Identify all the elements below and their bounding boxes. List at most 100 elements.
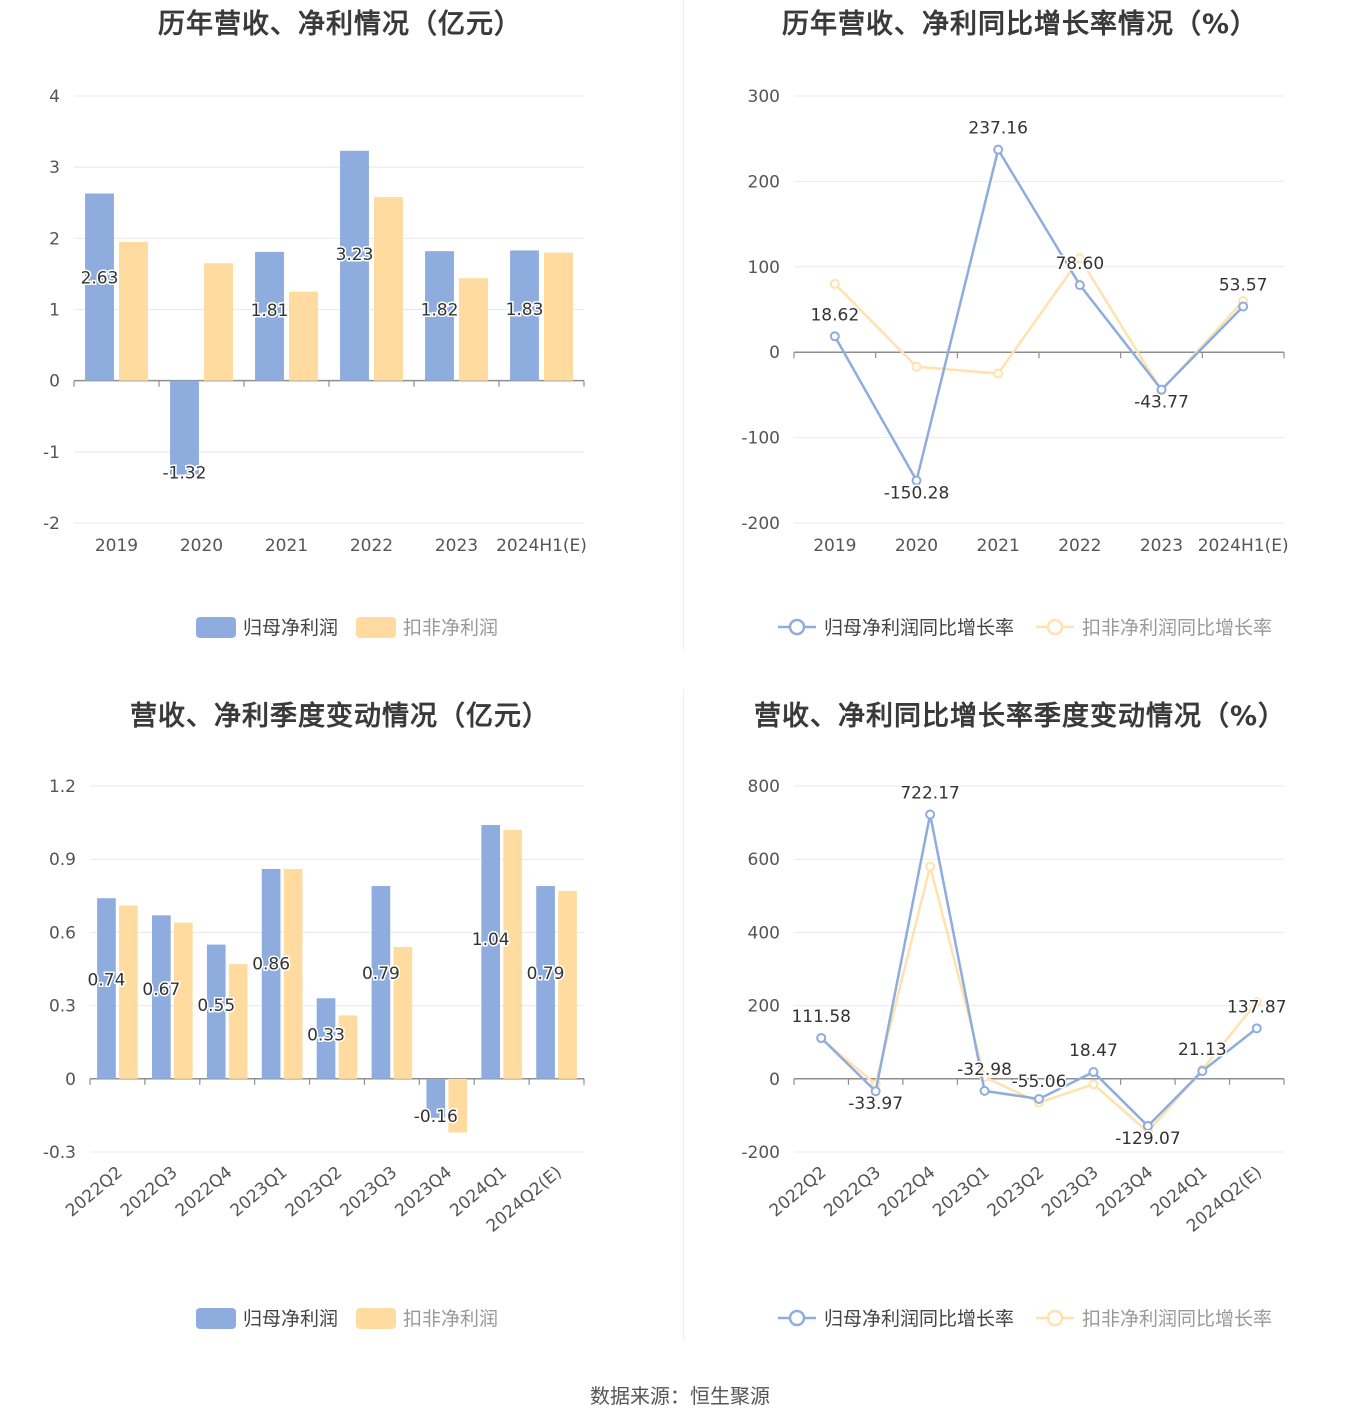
deducted-growth-point <box>1251 996 1262 1007</box>
y-tick-label: -100 <box>741 429 780 449</box>
net-growth-point <box>1034 1093 1044 1104</box>
net-growth-data-label: -32.98 <box>957 1060 1012 1080</box>
net-profit-bar <box>510 250 539 381</box>
net-profit-data-label: -0.16 <box>414 1107 458 1127</box>
net-profit-bar <box>425 251 454 381</box>
net-growth-point <box>1156 384 1167 395</box>
net-growth-data-label: -150.28 <box>884 484 950 504</box>
net-growth-point <box>829 331 840 342</box>
net-growth-point <box>1251 1023 1262 1034</box>
net-profit-bar <box>152 915 171 1079</box>
chart-title: 营收、净利同比增长率季度变动情况（%） <box>753 701 1287 732</box>
net-growth-point <box>816 1032 827 1043</box>
legend-swatch <box>196 1308 236 1329</box>
net-profit-bar <box>536 886 555 1079</box>
net-profit-bar <box>170 380 199 475</box>
net-profit-data-label: 3.23 <box>336 245 374 265</box>
net-growth-point <box>870 1086 881 1097</box>
quarterly-growth-line-chart: 8006004002000-2002022Q22022Q32022Q42023Q… <box>741 777 1288 1330</box>
net-profit-bar <box>340 150 369 381</box>
deducted-growth-line <box>820 866 1258 1134</box>
net-growth-data-label: -55.06 <box>1012 1072 1067 1092</box>
net-growth-data-label: 78.60 <box>1055 254 1104 274</box>
net-growth-data-label: 53.57 <box>1219 275 1268 295</box>
y-tick-label: 0 <box>65 1070 76 1090</box>
deducted-profit-bar <box>448 1078 468 1133</box>
deducted-profit-bar <box>503 829 522 1079</box>
y-tick-label: 0 <box>769 343 780 363</box>
legend-swatch-marker <box>1046 618 1064 636</box>
net-profit-data-label: 1.81 <box>251 301 289 321</box>
x-tick-label: 2023Q3 <box>337 1163 402 1222</box>
annual-growth-line-chart: 300 200 100 0 -100 -200 2019 2020 2021 2022 2023 20… <box>741 87 1288 639</box>
net-growth-data-label: -43.77 <box>1134 393 1189 413</box>
y-tick-label: 0.9 <box>49 850 76 870</box>
x-tick-label: 2023Q4 <box>1093 1163 1158 1222</box>
x-tick-label: 2023Q3 <box>1038 1163 1103 1222</box>
x-tick-label: 2024H1(E) <box>496 536 587 556</box>
y-tick-label: 100 <box>748 258 780 278</box>
legend-label: 扣非净利润同比增长率 <box>1082 1308 1272 1330</box>
y-tick-label: 1.2 <box>49 777 76 797</box>
net-growth-point <box>1074 280 1085 291</box>
net-growth-point <box>1142 1121 1153 1132</box>
deducted-profit-bar <box>459 278 488 381</box>
net-growth-point <box>1088 1067 1099 1078</box>
x-tick-label: 2022Q4 <box>172 1163 237 1222</box>
net-profit-data-label: 1.82 <box>421 300 459 320</box>
y-tick-label: 800 <box>748 777 780 797</box>
x-tick-label: 2020 <box>895 536 938 556</box>
x-tick-label: 2022Q3 <box>117 1163 182 1222</box>
legend-label: 扣非净利润同比增长率 <box>1082 617 1272 639</box>
y-tick-label: -2 <box>43 514 60 534</box>
net-profit-bar <box>255 251 284 381</box>
deducted-profit-bar <box>558 890 577 1079</box>
net-profit-data-label: 2.63 <box>81 269 119 289</box>
net-growth-data-label: 18.62 <box>810 305 859 325</box>
net-profit-bar <box>261 868 281 1079</box>
y-tick-label: 0.6 <box>49 923 76 943</box>
chart-title: 营收、净利季度变动情况（亿元） <box>130 701 550 732</box>
annual-profit-chart: 历年营收、净利情况（亿元） 4 3 2 1 0 -1 -2 2019 2020 2021 2022 2… <box>0 0 680 690</box>
legend-label: 扣非净利润 <box>403 617 498 639</box>
divider <box>683 0 684 650</box>
net-growth-data-label: 21.13 <box>1178 1040 1227 1060</box>
legend-swatch <box>356 1308 396 1329</box>
y-tick-label: 0.3 <box>49 997 76 1017</box>
net-profit-bar <box>206 944 226 1079</box>
net-growth-data-label: 722.17 <box>900 783 959 803</box>
deducted-growth-point <box>1074 253 1085 264</box>
net-growth-point <box>1197 1066 1208 1077</box>
y-tick-label: 1 <box>49 301 60 321</box>
net-profit-bar <box>97 898 116 1079</box>
y-tick-label: 400 <box>748 923 780 943</box>
legend-swatch-marker <box>788 618 806 636</box>
legend-label: 归母净利润同比增长率 <box>824 1308 1014 1330</box>
y-tick-label: 200 <box>748 997 780 1017</box>
net-profit-bar <box>85 193 114 381</box>
x-tick-label: 2022Q2 <box>62 1163 127 1222</box>
deducted-growth-point <box>925 861 936 872</box>
deducted-profit-bar <box>338 1015 358 1079</box>
x-tick-label: 2022Q2 <box>766 1163 831 1222</box>
annual-growth-chart: 历年营收、净利同比增长率情况（%） 300 200 100 0 -100 -200 2019… <box>680 0 1360 690</box>
net-profit-bar <box>316 998 336 1079</box>
net-growth-point <box>911 475 922 486</box>
legend-label: 归母净利润 <box>243 617 338 639</box>
chart-title: 历年营收、净利情况（亿元） <box>158 9 522 40</box>
x-tick-label: 2023 <box>1140 536 1183 556</box>
net-profit-bar <box>426 1078 446 1118</box>
x-tick-label: 2023Q2 <box>282 1163 347 1222</box>
chart-title: 历年营收、净利同比增长率情况（%） <box>781 9 1259 40</box>
y-tick-label: 0 <box>49 372 60 392</box>
net-profit-data-label: 0.79 <box>527 964 565 984</box>
net-growth-point <box>979 1085 990 1096</box>
net-growth-data-label: 111.58 <box>791 1007 850 1027</box>
x-tick-label: 2019 <box>95 536 138 556</box>
x-tick-label: 2022 <box>350 536 393 556</box>
legend-label: 归母净利润 <box>243 1308 338 1330</box>
net-growth-data-label: -129.07 <box>1115 1129 1181 1149</box>
y-tick-label: -0.3 <box>43 1143 76 1163</box>
deducted-profit-bar <box>204 263 233 381</box>
